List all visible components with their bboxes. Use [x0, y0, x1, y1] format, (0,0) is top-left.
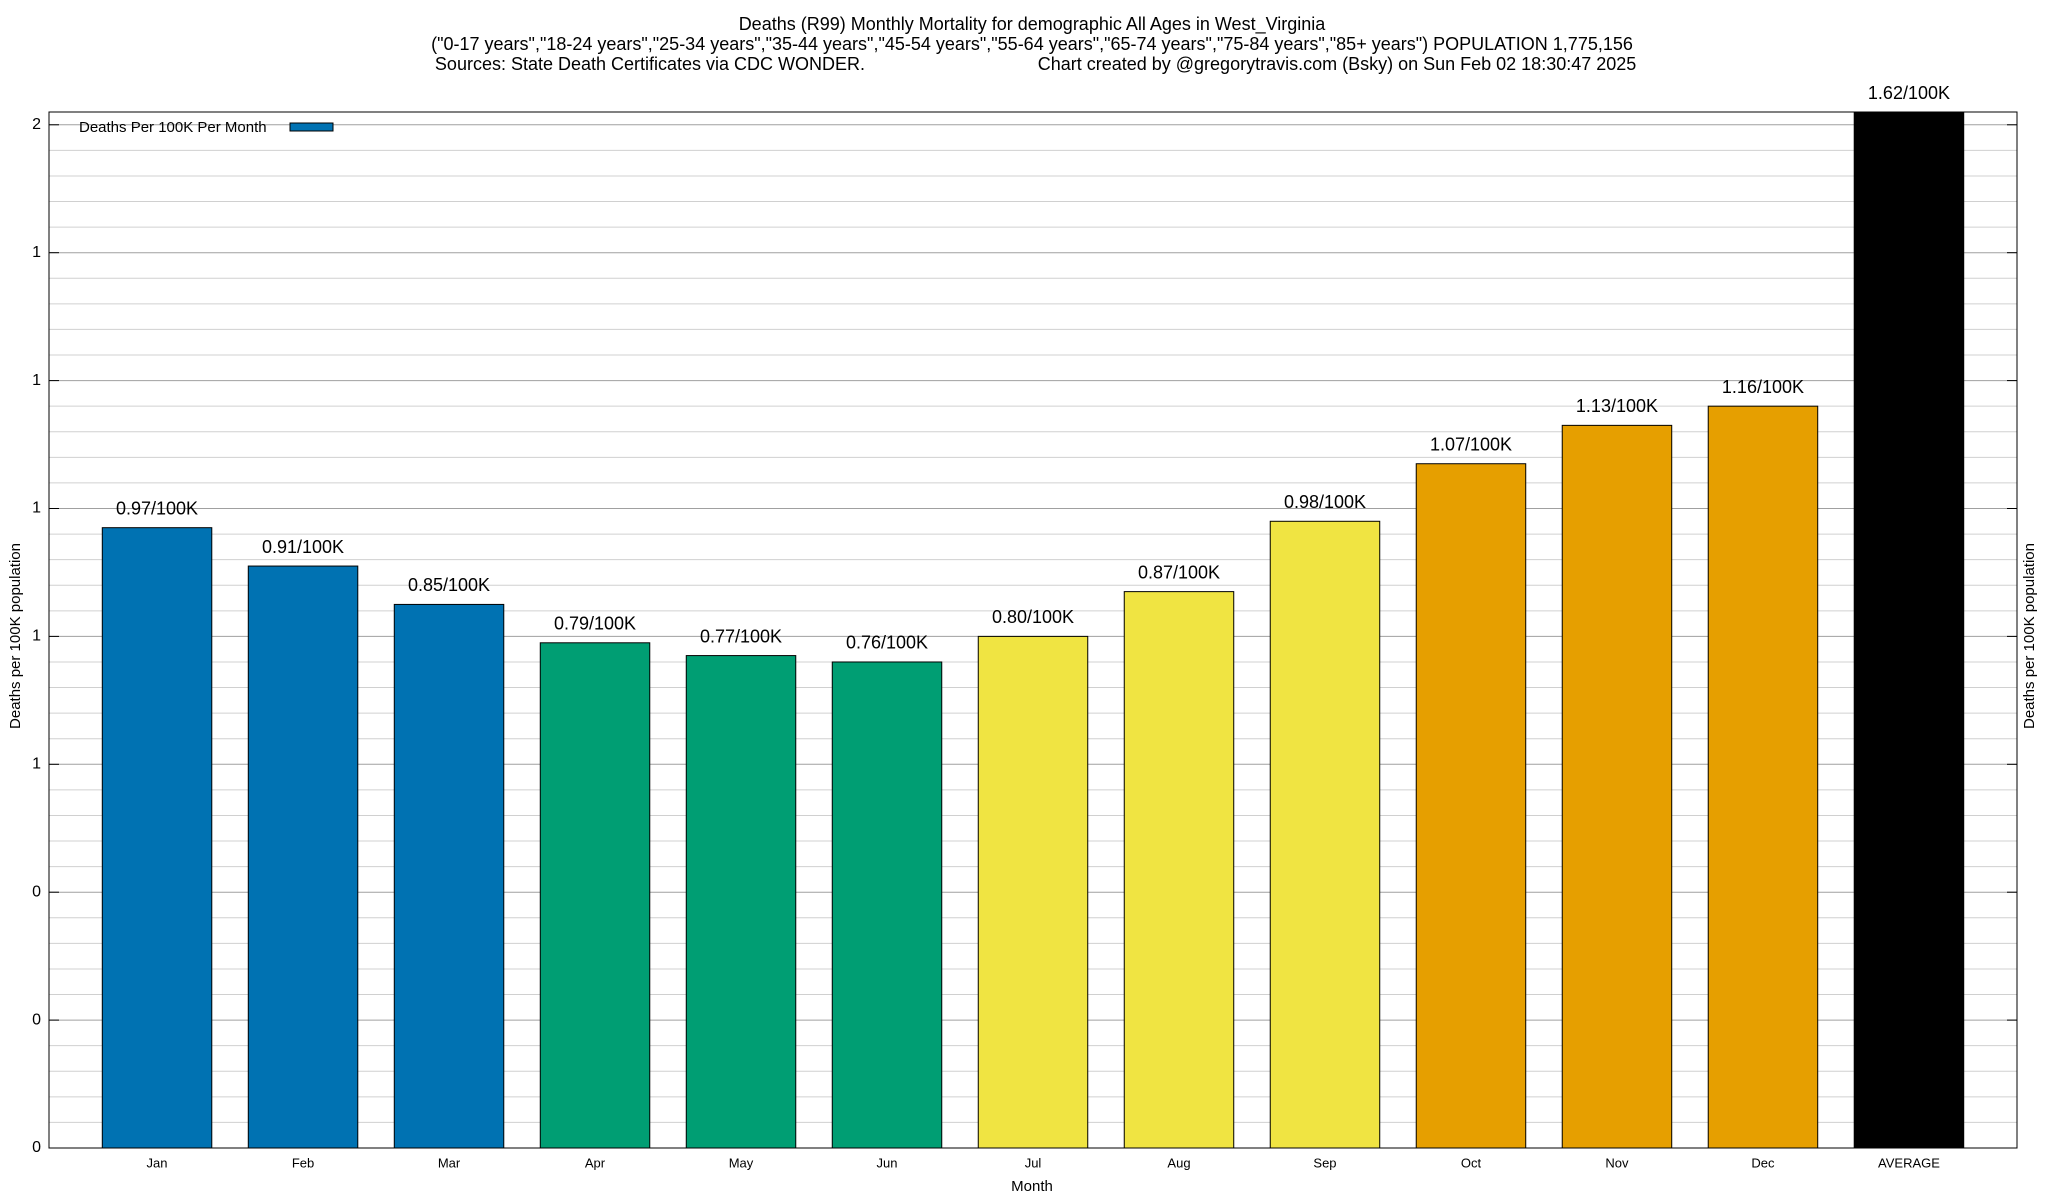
credit: Chart created by @gregorytravis.com (Bsk… [1038, 54, 1637, 74]
data-label: 1.13/100K [1576, 396, 1658, 416]
y-tick-label: 1 [32, 628, 41, 645]
data-label: 0.76/100K [846, 633, 928, 653]
y-tick-label: 1 [32, 244, 41, 261]
bar [539, 642, 651, 1149]
y-tick-label: 0 [32, 1139, 41, 1156]
y-tick-label: 1 [32, 500, 41, 517]
x-tick-label: Aug [1167, 1155, 1190, 1170]
bar [831, 661, 943, 1149]
x-tick-label: Mar [438, 1155, 461, 1170]
data-label: 0.91/100K [262, 537, 344, 557]
x-tick-label: Feb [292, 1155, 314, 1170]
data-label: 0.98/100K [1284, 492, 1366, 512]
y-tick-label: 1 [32, 372, 41, 389]
bar [1269, 520, 1381, 1149]
data-label: 0.79/100K [554, 614, 636, 634]
data-label: 1.07/100K [1430, 434, 1512, 454]
x-tick-label: Dec [1751, 1155, 1775, 1170]
data-label: 0.87/100K [1138, 562, 1220, 582]
y-tick-label: 1 [32, 756, 41, 773]
data-label: 0.80/100K [992, 607, 1074, 627]
x-tick-label: Sep [1313, 1155, 1336, 1170]
bar [101, 527, 213, 1149]
bar [685, 655, 797, 1149]
chart-subtitle: ("0-17 years","18-24 years","25-34 years… [431, 34, 1633, 54]
x-axis-label: Month [1011, 1178, 1053, 1195]
x-tick-label: Nov [1605, 1155, 1629, 1170]
bar [247, 565, 359, 1149]
chart-title: Deaths (R99) Monthly Mortality for demog… [739, 14, 1327, 35]
x-tick-label: Oct [1461, 1155, 1482, 1170]
bar [1853, 111, 1965, 1149]
bar [1561, 424, 1673, 1149]
data-label: 0.85/100K [408, 575, 490, 595]
x-tick-label: Jun [877, 1155, 898, 1170]
x-tick-label: Apr [585, 1155, 606, 1170]
bar [1123, 591, 1235, 1149]
y-tick-label: 0 [32, 883, 41, 900]
y-axis-label: Deaths per 100K population [7, 543, 24, 729]
legend-label: Deaths Per 100K Per Month [79, 119, 267, 136]
data-label: 0.97/100K [116, 498, 198, 518]
x-tick-label: AVERAGE [1878, 1155, 1940, 1170]
y2-axis-label: Deaths per 100K population [2021, 543, 2038, 729]
sources: Sources: State Death Certificates via CD… [435, 54, 865, 74]
plot-frame [48, 111, 2018, 1149]
data-label: 0.77/100K [700, 626, 782, 646]
y-tick-label: 2 [32, 116, 41, 133]
x-tick-label: Jul [1025, 1155, 1042, 1170]
bar [1415, 463, 1527, 1149]
data-label: 1.62/100K [1868, 83, 1950, 103]
legend-swatch [289, 122, 334, 132]
bar [977, 635, 1089, 1149]
x-tick-label: Jan [147, 1155, 168, 1170]
bar [1707, 405, 1819, 1149]
data-label: 1.16/100K [1722, 377, 1804, 397]
x-tick-label: May [729, 1155, 754, 1170]
y-tick-label: 0 [32, 1011, 41, 1028]
bar [393, 603, 505, 1149]
